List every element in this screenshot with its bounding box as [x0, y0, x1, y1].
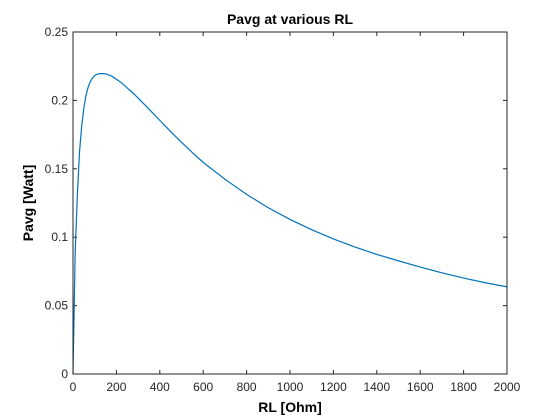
plot-area [73, 32, 507, 374]
y-tick-label: 0.05 [45, 299, 69, 313]
y-tick-label: 0 [61, 367, 68, 381]
x-tick-label: 200 [106, 380, 126, 394]
axes-box [72, 31, 508, 375]
y-tick-label: 0.15 [45, 162, 69, 176]
y-axis-label: Pavg [Watt] [20, 165, 36, 241]
y-tick-label: 0.1 [51, 230, 68, 244]
series-line [72, 72, 508, 375]
x-tick-label: 1600 [407, 380, 434, 394]
chart-title: Pavg at various RL [227, 11, 353, 27]
x-tick-label: 400 [150, 380, 170, 394]
x-tick-label: 1400 [363, 380, 390, 394]
x-tick-label: 600 [193, 380, 213, 394]
x-tick-label: 800 [237, 380, 257, 394]
x-tick-label: 1800 [450, 380, 477, 394]
x-tick-label: 1200 [320, 380, 347, 394]
y-axis-ticks: 0 0.05 0.1 0.15 0.2 0.25 [45, 25, 507, 381]
x-tick-label: 0 [70, 380, 77, 394]
y-tick-label: 0.25 [45, 25, 69, 39]
y-tick-label: 0.2 [51, 93, 68, 107]
x-axis-ticks: 0 200 400 600 800 1000 1200 1400 1600 1800 2000 [70, 32, 521, 394]
x-tick-label: 1000 [277, 380, 304, 394]
x-axis-label: RL [Ohm] [258, 399, 322, 415]
x-tick-label: 2000 [494, 380, 521, 394]
